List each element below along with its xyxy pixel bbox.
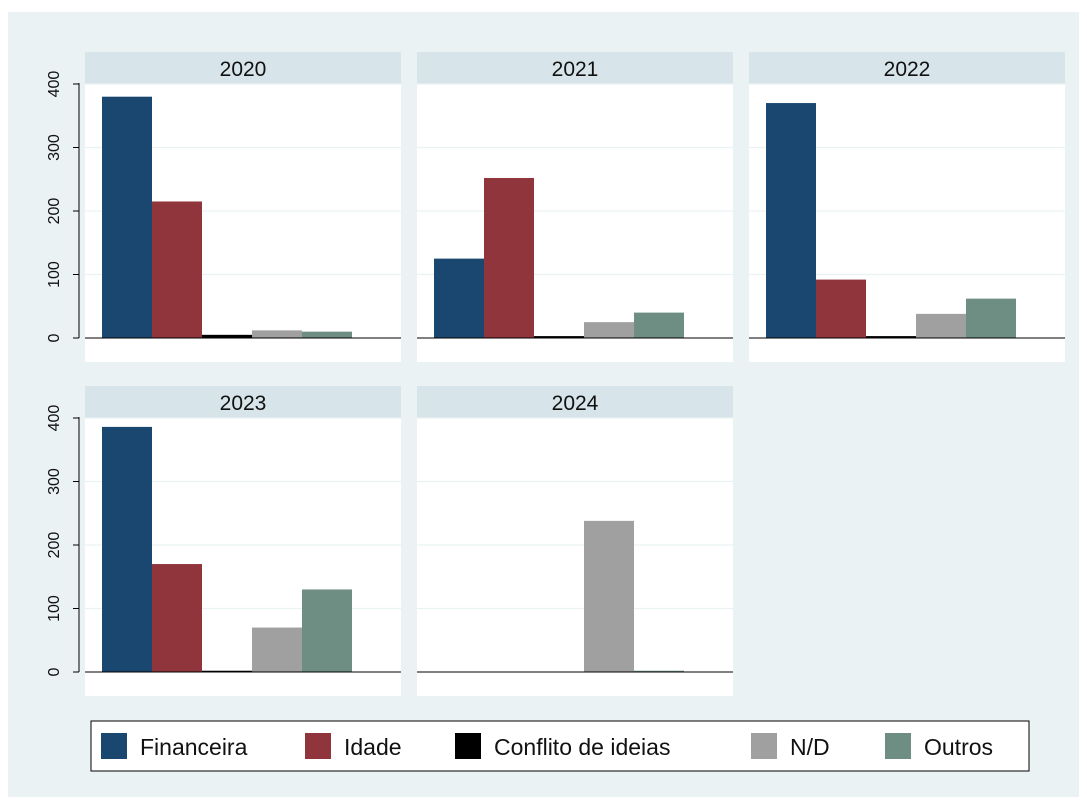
panel-title-strip: [85, 386, 401, 418]
panel-2020: 2020 0 100 200 300 400: [46, 52, 401, 362]
panel-2022: 2022: [749, 52, 1065, 362]
panel-title: 2022: [884, 58, 931, 81]
y-tick-label: 200: [46, 198, 63, 225]
bar-financeira: [102, 96, 152, 338]
y-tick-label: 100: [46, 595, 63, 622]
bar-financeira: [434, 258, 484, 338]
bar-financeira: [766, 103, 816, 338]
y-tick-label: 400: [46, 71, 63, 98]
bar-conflito-de-ideias: [866, 336, 916, 338]
bar-idade: [152, 564, 202, 672]
bar-financeira: [102, 426, 152, 672]
legend-label: Outros: [924, 734, 993, 760]
bar-conflito-de-ideias: [202, 670, 252, 672]
bar-idade: [152, 201, 202, 338]
y-tick-label: 300: [46, 134, 63, 161]
y-tick-label: 400: [46, 405, 63, 432]
bar-n-d: [916, 313, 966, 338]
panel-title-strip: [417, 52, 733, 84]
bar-n-d: [252, 330, 302, 338]
y-tick-label: 100: [46, 261, 63, 288]
plot-area: [417, 418, 733, 696]
legend-item-financeira: Financeira: [101, 733, 248, 760]
panel-title: 2023: [220, 392, 267, 415]
faceted-bar-chart: 2020 0 100 200 300 400 2021 2022 2023 0 100 200 300 4…: [46, 52, 1065, 772]
panel-title: 2024: [552, 392, 599, 415]
chart-figure: 2020 0 100 200 300 400 2021 2022 2023 0 100 200 300 4…: [8, 12, 1079, 797]
legend-label: Financeira: [140, 734, 248, 760]
panel-2023: 2023 0 100 200 300 400: [46, 386, 401, 696]
legend-swatch: [885, 733, 911, 759]
panel-title-strip: [417, 386, 733, 418]
legend-label: Conflito de ideias: [494, 734, 670, 760]
legend: Financeira Idade Conflito de ideias N/D Outr…: [90, 720, 1030, 772]
legend-swatch: [101, 733, 127, 759]
bar-outros: [634, 670, 684, 672]
bar-n-d: [252, 627, 302, 672]
y-tick-label: 300: [46, 468, 63, 495]
panel-title: 2020: [220, 58, 267, 81]
legend-item-n-d: N/D: [751, 733, 830, 760]
bar-n-d: [584, 322, 634, 338]
bar-conflito-de-ideias: [534, 336, 584, 338]
legend-item-outros: Outros: [885, 733, 993, 760]
bar-outros: [966, 298, 1016, 338]
bar-n-d: [584, 520, 634, 672]
legend-swatch: [751, 733, 777, 759]
legend-swatch: [305, 733, 331, 759]
legend-label: N/D: [790, 734, 830, 760]
bar-outros: [302, 331, 352, 338]
bar-outros: [302, 589, 352, 672]
bar-idade: [816, 279, 866, 338]
y-tick-label: 0: [46, 333, 63, 342]
panel-title: 2021: [552, 58, 599, 81]
panel-title-strip: [749, 52, 1065, 84]
bar-idade: [484, 177, 534, 338]
bar-conflito-de-ideias: [202, 334, 252, 338]
y-tick-label: 200: [46, 532, 63, 559]
legend-item-idade: Idade: [305, 733, 402, 760]
panel-title-strip: [85, 52, 401, 84]
y-tick-label: 0: [46, 667, 63, 676]
legend-label: Idade: [344, 734, 402, 760]
panel-2024: 2024: [417, 386, 733, 696]
legend-swatch: [455, 733, 481, 759]
legend-item-conflito-de-ideias: Conflito de ideias: [455, 733, 670, 760]
bar-outros: [634, 312, 684, 338]
legend-box: [90, 720, 1030, 772]
panel-2021: 2021: [417, 52, 733, 362]
